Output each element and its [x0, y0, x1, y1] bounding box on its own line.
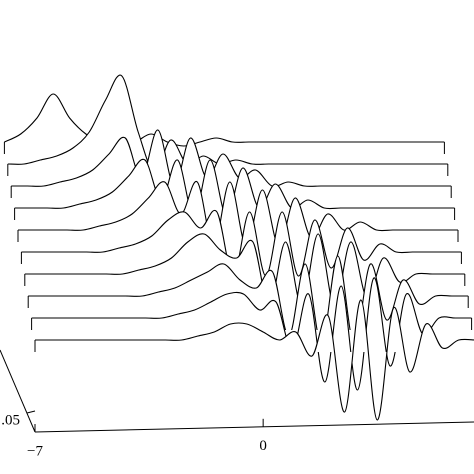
trace-fill: [11, 129, 452, 198]
depth-axis: [0, 349, 36, 433]
trace: [4, 93, 445, 147]
x-tick-label: −7: [27, 443, 43, 459]
depth-tick-label: .05: [1, 412, 20, 428]
depth-tick: [26, 410, 36, 414]
trace: [21, 209, 462, 277]
x-axis: [34, 421, 474, 433]
trace-fill: [35, 299, 474, 421]
trace-fill: [4, 94, 445, 154]
trace: [17, 181, 458, 247]
trace: [35, 299, 474, 421]
trace-fill: [14, 159, 455, 220]
trace: [11, 129, 452, 187]
x-tick-label: 0: [259, 438, 267, 454]
trace: [24, 233, 465, 307]
trace: [28, 255, 469, 345]
trace-fill: [31, 277, 472, 391]
